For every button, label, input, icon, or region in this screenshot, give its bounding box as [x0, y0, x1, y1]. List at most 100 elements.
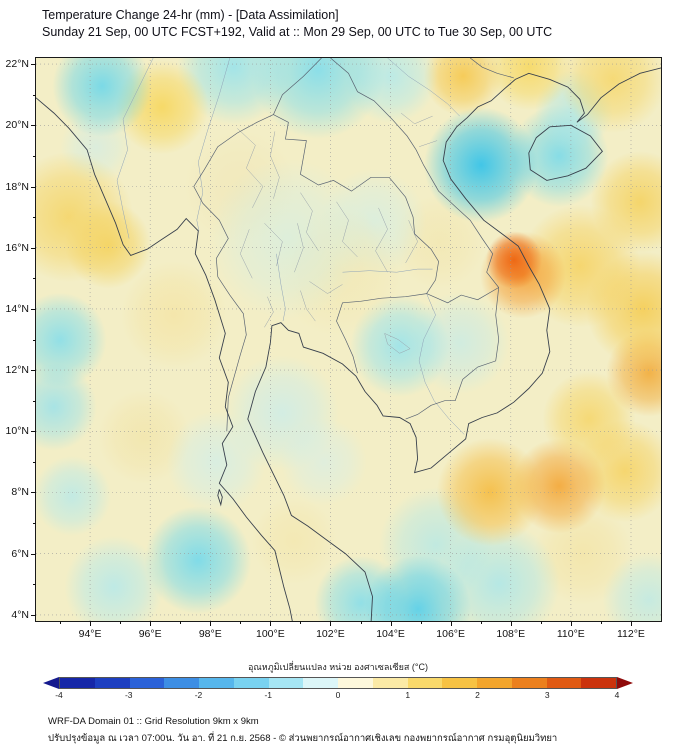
province-boundary — [300, 192, 319, 251]
province-boundary — [300, 290, 316, 322]
province-boundary — [400, 112, 433, 125]
y-axis-tick-label: 16°N — [5, 241, 29, 254]
river — [276, 253, 286, 322]
country-border — [405, 287, 500, 420]
x-minor-tick — [600, 621, 602, 624]
x-axis-tick-label: 98°E — [198, 628, 222, 640]
country-border — [426, 287, 499, 304]
y-axis-tick-label: 6°N — [11, 547, 29, 560]
x-axis-tick-label: 96°E — [138, 628, 162, 640]
colorbar-segment — [407, 678, 443, 688]
footer-domain-info: WRF-DA Domain 01 :: Grid Resolution 9km … — [48, 716, 259, 727]
country-border — [469, 58, 514, 79]
province-boundary — [264, 296, 274, 328]
province-boundary — [419, 140, 438, 147]
colorbar-segment — [268, 678, 304, 688]
river — [387, 58, 460, 117]
y-major-tick — [31, 64, 36, 66]
province-boundary — [405, 220, 418, 264]
y-minor-tick — [33, 523, 36, 525]
x-major-tick — [270, 621, 272, 626]
x-minor-tick — [480, 621, 482, 624]
colorbar-segment — [477, 678, 512, 688]
y-axis-tick-label: 12°N — [5, 364, 29, 377]
coastline — [217, 489, 223, 507]
x-major-tick — [630, 621, 632, 626]
colorbar-segment — [94, 678, 130, 688]
colorbar-segment — [303, 678, 338, 688]
province-boundary — [294, 223, 304, 273]
y-major-tick — [31, 553, 36, 555]
colorbar-segment — [372, 678, 408, 688]
colorbar-tick-label: 4 — [614, 690, 620, 700]
figure-subtitle: Sunday 21 Sep, 00 UTC FCST+192, Valid at… — [42, 25, 553, 39]
y-major-tick — [31, 614, 36, 616]
x-major-tick — [510, 621, 512, 626]
province-boundary — [309, 281, 343, 294]
colorbar: อุณหภูมิเปลี่ยนแปลง หน่วย องศาเซลเซียส (… — [0, 660, 676, 702]
x-axis-tick-label: 104°E — [376, 628, 405, 640]
colorbar-ticks: -4 -3 -2 -1 0 1 2 3 4 — [55, 690, 620, 702]
colorbar-under-arrow — [43, 677, 59, 689]
colorbar-tick-label: -1 — [264, 690, 273, 700]
figure-header: Temperature Change 24-hr (mm) - [Data As… — [42, 7, 552, 41]
colorbar-segment — [338, 678, 373, 688]
colorbar-tick-label: 1 — [405, 690, 411, 700]
colorbar-tick-label: -4 — [55, 690, 63, 700]
province-boundary — [270, 131, 280, 199]
x-major-tick — [390, 621, 392, 626]
y-major-tick — [31, 247, 36, 249]
map-canvas — [36, 58, 661, 621]
y-axis-tick-label: 14°N — [5, 302, 29, 315]
colorbar-segment — [546, 678, 582, 688]
map-plot: 22°N 20°N 18°N 16°N 14°N 12°N 10°N 8°N 6°N 4°N 94°… — [6, 57, 662, 640]
x-minor-tick — [300, 621, 302, 624]
x-axis-tick-label: 106°E — [436, 628, 466, 640]
colorbar-tick-label: -2 — [194, 690, 203, 700]
colorbar-over-arrow — [617, 677, 633, 689]
y-minor-tick — [33, 461, 36, 463]
x-major-tick — [150, 621, 152, 626]
colorbar-tick-label: 2 — [475, 690, 480, 700]
x-minor-tick — [540, 621, 542, 624]
y-minor-tick — [33, 155, 36, 157]
colorbar-segment — [60, 678, 95, 688]
y-axis-tick-label: 22°N — [5, 58, 29, 71]
province-boundary — [237, 128, 264, 209]
y-minor-tick — [33, 94, 36, 96]
x-minor-tick — [420, 621, 422, 624]
river — [116, 58, 154, 239]
x-major-tick — [210, 621, 212, 626]
province-boundary — [264, 223, 283, 267]
x-axis-tick-label: 100°E — [256, 628, 285, 640]
y-axis-tick-label: 4°N — [11, 608, 29, 621]
country-border — [273, 58, 322, 115]
country-border — [336, 293, 427, 374]
x-major-tick — [570, 621, 572, 626]
y-axis-tick-label: 20°N — [5, 119, 29, 132]
country-border — [193, 114, 274, 432]
x-axis-tick-label: 102°E — [316, 628, 345, 640]
x-minor-tick — [180, 621, 182, 624]
x-major-tick — [450, 621, 452, 626]
y-major-tick — [31, 370, 36, 372]
footer-update-info: ปรับปรุงข้อมูล ณ เวลา 07:00น. วัน อา. ที… — [48, 733, 558, 744]
river — [196, 58, 231, 231]
colorbar-segment — [164, 678, 199, 688]
x-major-tick — [90, 621, 92, 626]
y-major-tick — [31, 308, 36, 310]
province-boundary — [375, 207, 388, 273]
y-major-tick — [31, 125, 36, 127]
x-axis-tick-label: 112°E — [616, 628, 645, 640]
colorbar-segment — [199, 678, 234, 688]
colorbar-segment — [511, 678, 547, 688]
colorbar-tick-label: 0 — [335, 690, 341, 700]
y-axis-tick-label: 18°N — [5, 180, 29, 193]
colorbar-tick-label: -3 — [124, 690, 133, 700]
colorbar-segment — [129, 678, 165, 688]
coastline — [247, 67, 661, 621]
y-axis-tick-label: 10°N — [5, 425, 29, 438]
x-axis-tick-label: 108°E — [496, 628, 526, 640]
x-minor-tick — [360, 621, 362, 624]
x-minor-tick — [60, 621, 62, 624]
